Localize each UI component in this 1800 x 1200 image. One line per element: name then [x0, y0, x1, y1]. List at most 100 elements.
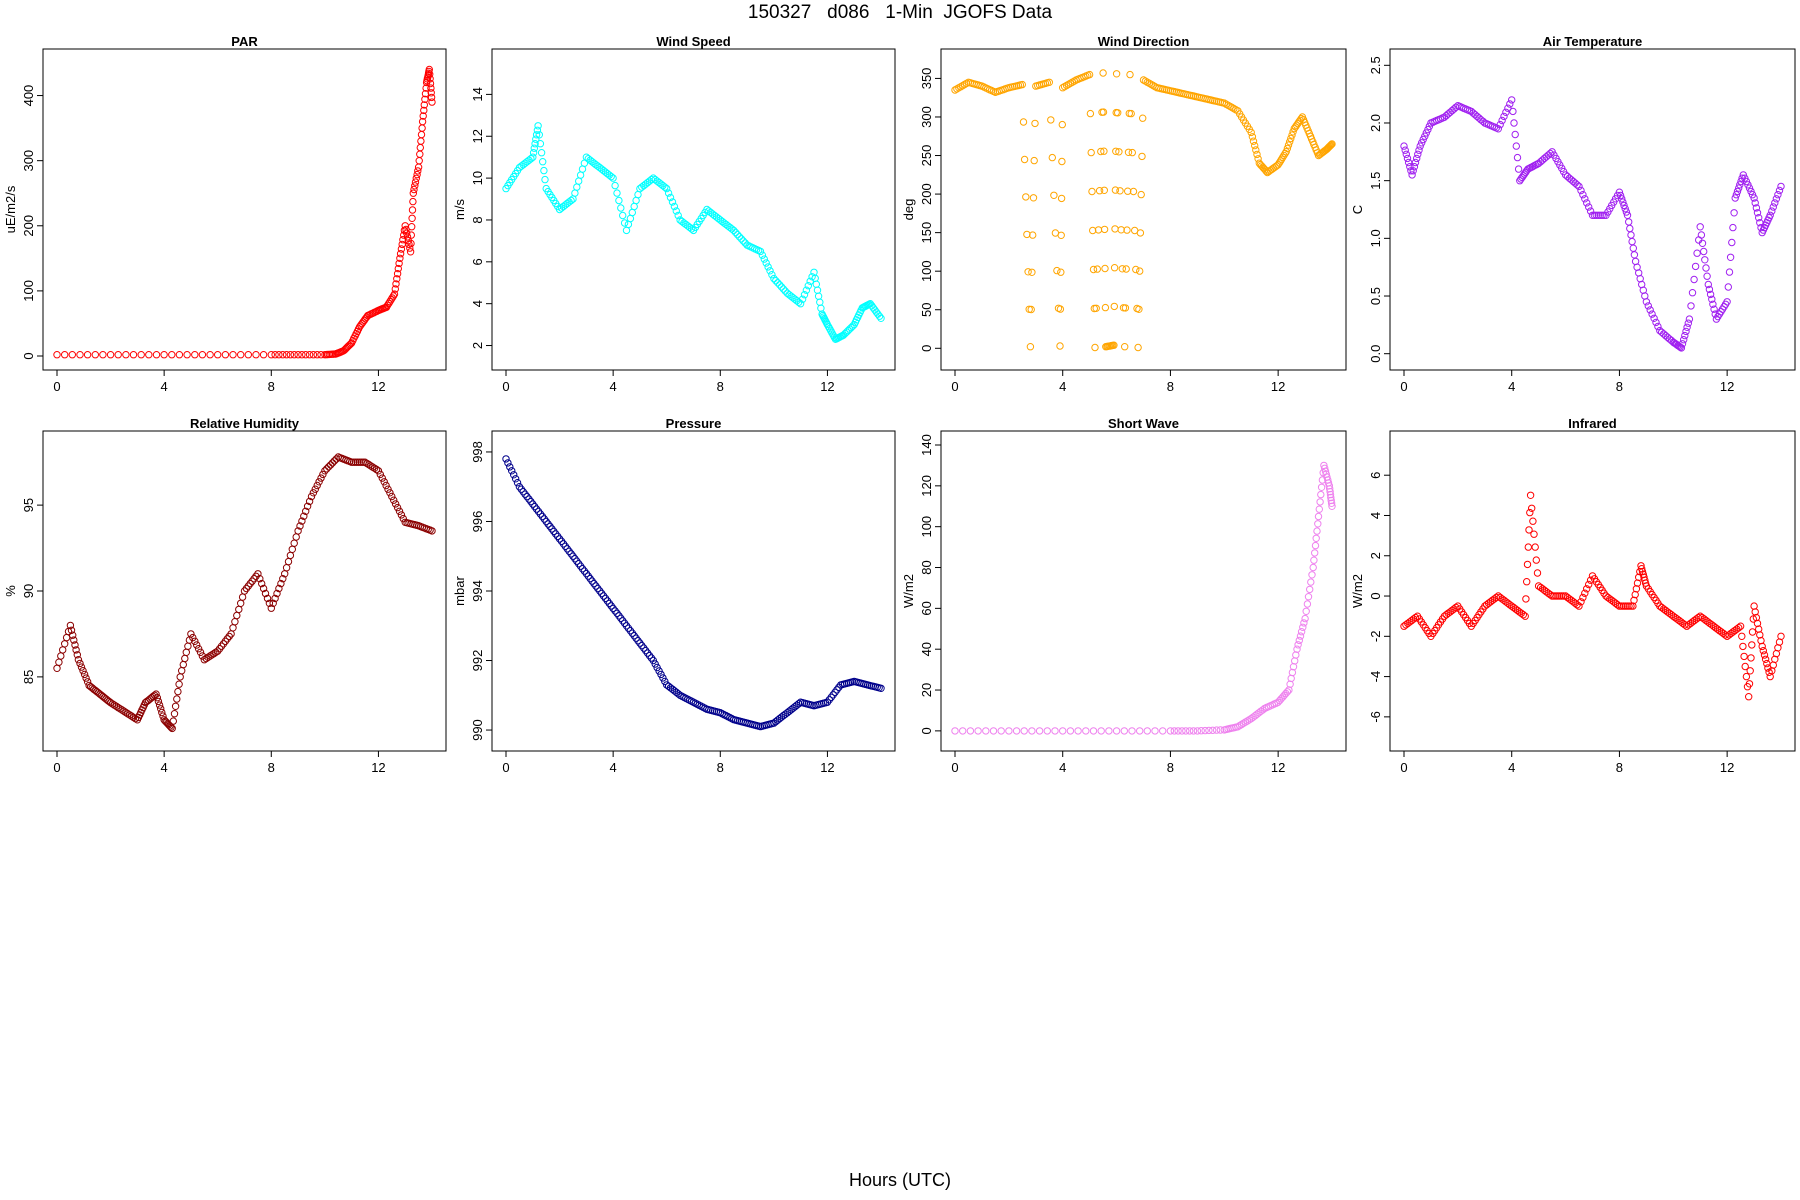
data-point	[1709, 300, 1717, 308]
data-point	[1230, 104, 1238, 113]
data-point	[1698, 239, 1707, 248]
y-tick-label: 4	[1368, 512, 1383, 519]
data-point	[645, 651, 654, 660]
data-point	[369, 463, 377, 471]
y-tick-label: 0	[1368, 592, 1383, 599]
data-point	[206, 351, 214, 359]
data-point	[1685, 315, 1694, 323]
data-point	[198, 351, 207, 359]
data-point	[170, 710, 179, 718]
x-tick-label: 8	[717, 760, 724, 775]
data-point	[1121, 304, 1130, 312]
data-point	[169, 717, 178, 725]
data-point	[1751, 199, 1759, 207]
data-point	[1619, 602, 1628, 610]
data-point	[1116, 187, 1124, 195]
data-point	[427, 89, 435, 97]
data-point	[957, 83, 965, 91]
data-point	[664, 189, 673, 197]
data-point	[1159, 727, 1167, 735]
x-tick-label: 8	[1167, 379, 1174, 394]
data-point	[370, 464, 379, 472]
data-point	[382, 481, 390, 490]
data-point	[1136, 267, 1144, 275]
data-point	[1315, 505, 1324, 513]
data-point	[1311, 541, 1320, 550]
data-point	[611, 607, 619, 615]
data-point	[184, 642, 192, 650]
data-point	[730, 226, 738, 235]
data-point	[1114, 109, 1122, 117]
data-point	[1724, 283, 1733, 291]
data-point	[1415, 146, 1423, 154]
data-point	[1648, 310, 1656, 318]
x-tick-label: 12	[1720, 760, 1734, 775]
data-point	[1056, 305, 1065, 313]
data-point	[1509, 107, 1517, 116]
data-point	[1615, 188, 1624, 196]
data-point	[1401, 146, 1409, 154]
x-tick-label: 8	[268, 760, 275, 775]
data-point	[1286, 680, 1294, 688]
data-point	[768, 271, 776, 279]
data-point	[238, 593, 247, 601]
data-point	[1691, 262, 1700, 271]
data-point	[408, 214, 416, 223]
data-point	[1100, 147, 1108, 155]
figure-title: 150327 d086 1-Min JGOFS Data	[747, 2, 1053, 23]
data-point	[649, 656, 657, 665]
data-point	[406, 248, 415, 256]
data-point	[814, 292, 823, 300]
data-point	[1494, 125, 1503, 133]
data-point	[298, 351, 306, 359]
data-point	[412, 174, 420, 183]
data-point	[1616, 191, 1625, 200]
data-point	[1650, 314, 1658, 322]
plot-frame	[1389, 430, 1796, 752]
data-point	[417, 130, 426, 139]
y-tick-label: 1.5	[1368, 172, 1383, 190]
data-point	[330, 457, 339, 465]
data-point	[55, 658, 63, 666]
data-point	[1702, 264, 1710, 272]
data-point	[1186, 727, 1194, 735]
data-point	[237, 351, 245, 359]
data-point	[1728, 238, 1736, 247]
data-point	[267, 604, 275, 612]
data-point	[403, 229, 411, 237]
y-axis-label: deg	[901, 199, 916, 221]
data-point	[1124, 187, 1132, 195]
x-tick-label: 4	[1059, 760, 1066, 775]
data-point	[1058, 157, 1066, 166]
y-tick-label: -6	[1368, 711, 1383, 723]
y-tick-label: 14	[470, 87, 485, 101]
data-point	[363, 459, 371, 468]
data-point	[877, 684, 885, 692]
data-point	[1299, 623, 1307, 631]
data-point	[1418, 139, 1426, 147]
data-point	[1585, 203, 1593, 211]
data-point	[168, 351, 176, 359]
data-point	[1019, 118, 1028, 126]
data-point	[1630, 251, 1639, 259]
data-point	[1326, 490, 1335, 499]
data-point	[1628, 237, 1636, 246]
y-tick-label: 2.0	[1368, 114, 1383, 132]
data-point	[1554, 592, 1562, 600]
data-point	[1697, 231, 1706, 239]
data-point	[237, 599, 245, 607]
data-point	[191, 637, 199, 645]
data-point	[1683, 323, 1691, 331]
data-point	[687, 225, 696, 233]
data-point	[1758, 642, 1766, 651]
data-point	[1024, 268, 1032, 276]
data-point	[541, 175, 549, 184]
data-point	[1082, 727, 1090, 735]
data-point	[530, 144, 538, 152]
data-point	[1059, 727, 1067, 735]
data-point	[1755, 214, 1763, 222]
data-point	[1101, 303, 1110, 312]
data-point	[53, 351, 61, 359]
